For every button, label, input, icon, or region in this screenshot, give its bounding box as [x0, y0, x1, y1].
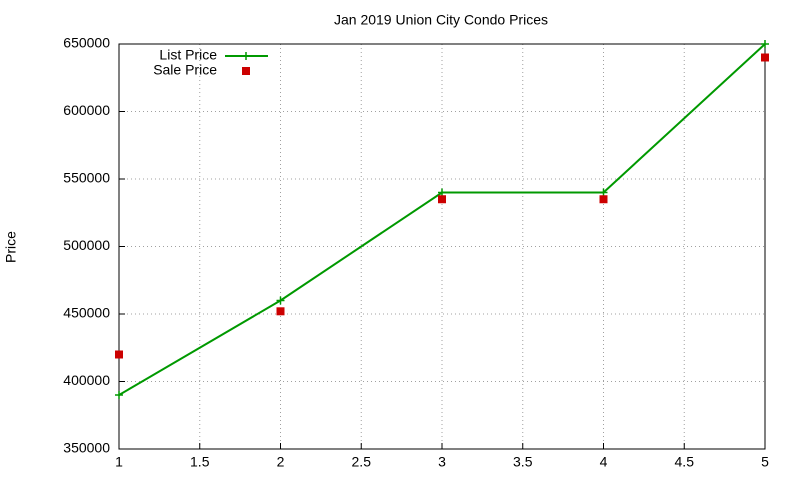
x-tick-label: 1.5 [190, 454, 210, 470]
y-tick-label: 650000 [63, 35, 110, 51]
marker [599, 195, 608, 204]
x-tick-label: 3 [438, 454, 446, 470]
marker [276, 307, 285, 316]
marker [115, 350, 123, 359]
x-tick-label: 3.5 [513, 454, 533, 470]
marker [276, 296, 285, 305]
marker [115, 391, 123, 399]
marker [438, 195, 446, 204]
plot-border [118, 43, 766, 450]
legend-label: List Price [159, 47, 217, 63]
y-tick-label: 450000 [63, 305, 110, 321]
y-tick-label: 400000 [63, 372, 110, 388]
x-tick-label: 4 [600, 454, 608, 470]
legend-marker [242, 52, 250, 60]
legend-label: Sale Price [153, 62, 217, 78]
x-tick-label: 2.5 [352, 454, 372, 470]
marker [761, 40, 769, 48]
x-tick-label: 5 [761, 454, 769, 470]
x-tick-label: 1 [115, 454, 123, 470]
marker [599, 188, 608, 197]
legend-marker [242, 67, 250, 75]
x-tick-label: 4.5 [675, 454, 695, 470]
y-tick-label: 350000 [63, 440, 110, 456]
chart-title: Jan 2019 Union City Condo Prices [334, 12, 548, 28]
y-tick-label: 550000 [63, 170, 110, 186]
y-axis-label: Price [3, 231, 19, 263]
y-tick-label: 600000 [63, 102, 110, 118]
marker [438, 188, 446, 197]
marker [761, 53, 769, 62]
x-tick-label: 2 [277, 454, 285, 470]
y-tick-label: 500000 [63, 237, 110, 253]
